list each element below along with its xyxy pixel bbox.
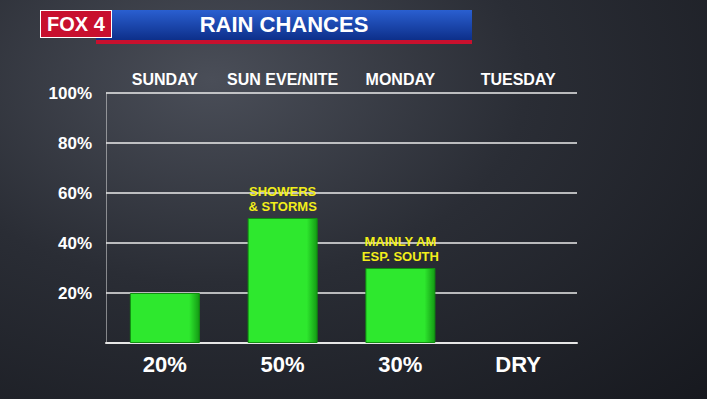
svg-text:80%: 80% bbox=[58, 134, 92, 153]
svg-text:20%: 20% bbox=[58, 284, 92, 303]
svg-text:MAINLY AM: MAINLY AM bbox=[365, 234, 437, 249]
svg-text:& STORMS: & STORMS bbox=[248, 199, 317, 214]
html-text:FOX 4: FOX 4 bbox=[47, 13, 105, 35]
svg-text:ESP. SOUTH: ESP. SOUTH bbox=[362, 249, 439, 264]
svg-text:100%: 100% bbox=[49, 84, 92, 103]
svg-text:60%: 60% bbox=[58, 184, 92, 203]
svg-text:MONDAY: MONDAY bbox=[366, 71, 436, 88]
svg-text:50%: 50% bbox=[261, 352, 305, 377]
svg-text:SUNDAY: SUNDAY bbox=[132, 71, 198, 88]
svg-text:40%: 40% bbox=[58, 234, 92, 253]
svg-text:SHOWERS: SHOWERS bbox=[249, 184, 317, 199]
svg-text:DRY: DRY bbox=[495, 352, 541, 377]
html-text:RAIN CHANCES: RAIN CHANCES bbox=[199, 12, 369, 37]
svg-text:SUN EVE/NITE: SUN EVE/NITE bbox=[227, 71, 338, 88]
svg-text:30%: 30% bbox=[378, 352, 422, 377]
svg-text:20%: 20% bbox=[143, 352, 187, 377]
svg-text:TUESDAY: TUESDAY bbox=[481, 71, 556, 88]
